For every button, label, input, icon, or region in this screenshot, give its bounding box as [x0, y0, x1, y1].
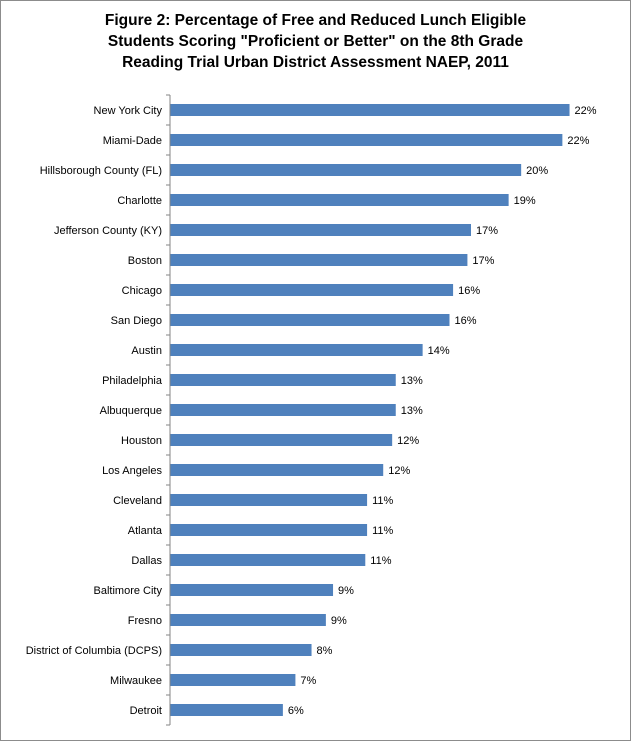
bar [170, 494, 368, 506]
chart-title-line-2: Students Scoring "Proficient or Better" … [107, 33, 524, 50]
chart-title: Figure 2: Percentage of Free and Reduced… [0, 10, 631, 73]
bar [170, 374, 396, 386]
data-label: 12% [388, 465, 410, 477]
data-label: 7% [300, 675, 316, 687]
category-label: Baltimore City [94, 585, 163, 597]
category-label: Chicago [122, 285, 162, 297]
category-label: Jefferson County (KY) [54, 225, 162, 237]
category-label: San Diego [111, 315, 162, 327]
category-label: Boston [128, 255, 162, 267]
category-label: Philadelphia [102, 375, 163, 387]
category-label: Milwaukee [110, 675, 162, 687]
category-label: Charlotte [117, 195, 162, 207]
category-label: Albuquerque [100, 405, 162, 417]
data-label: 9% [331, 615, 347, 627]
data-label: 12% [397, 435, 419, 447]
category-label: Cleveland [113, 495, 162, 507]
bar [170, 434, 393, 446]
bar [170, 614, 326, 626]
bar [170, 254, 468, 266]
bar [170, 164, 522, 176]
data-label: 16% [458, 285, 480, 297]
category-label: Detroit [130, 705, 162, 717]
bar [170, 344, 423, 356]
category-label: Hillsborough County (FL) [40, 165, 162, 177]
bar [170, 224, 471, 236]
chart-title-line-1: Figure 2: Percentage of Free and Reduced… [104, 12, 527, 29]
data-label: 14% [428, 345, 450, 357]
chart-title-line-3: Reading Trial Urban District Assessment … [122, 54, 509, 71]
category-label: District of Columbia (DCPS) [26, 645, 162, 657]
bar [170, 674, 296, 686]
data-label: 11% [372, 495, 393, 507]
data-label: 11% [372, 525, 393, 537]
bar [170, 404, 396, 416]
bar [170, 284, 454, 296]
data-label: 16% [455, 315, 477, 327]
data-label: 19% [514, 195, 536, 207]
bar [170, 584, 334, 596]
data-label: 13% [401, 375, 423, 387]
data-label: 13% [401, 405, 423, 417]
category-label: Austin [131, 345, 162, 357]
data-label: 22% [567, 135, 589, 147]
data-label: 8% [317, 645, 333, 657]
data-label: 11% [370, 555, 391, 567]
bar [170, 104, 570, 116]
category-label: Dallas [131, 555, 162, 567]
category-label: Atlanta [128, 525, 163, 537]
bar [170, 314, 450, 326]
data-label: 6% [288, 705, 304, 717]
bar [170, 524, 368, 536]
category-label: New York City [94, 105, 163, 117]
plot-area: New York City 22% Miami-Dade 22% Hillsboroug… [26, 94, 597, 726]
bar [170, 134, 563, 146]
data-label: 22% [575, 105, 597, 117]
bar [170, 194, 509, 206]
data-label: 20% [526, 165, 548, 177]
bar [170, 644, 312, 656]
bar [170, 464, 384, 476]
category-label: Miami-Dade [103, 135, 162, 147]
category-label: Houston [121, 435, 162, 447]
bar [170, 554, 366, 566]
data-label: 17% [472, 255, 494, 267]
bar [170, 704, 283, 716]
data-label: 9% [338, 585, 354, 597]
category-label: Fresno [128, 615, 162, 627]
data-label: 17% [476, 225, 498, 237]
category-label: Los Angeles [102, 465, 162, 477]
